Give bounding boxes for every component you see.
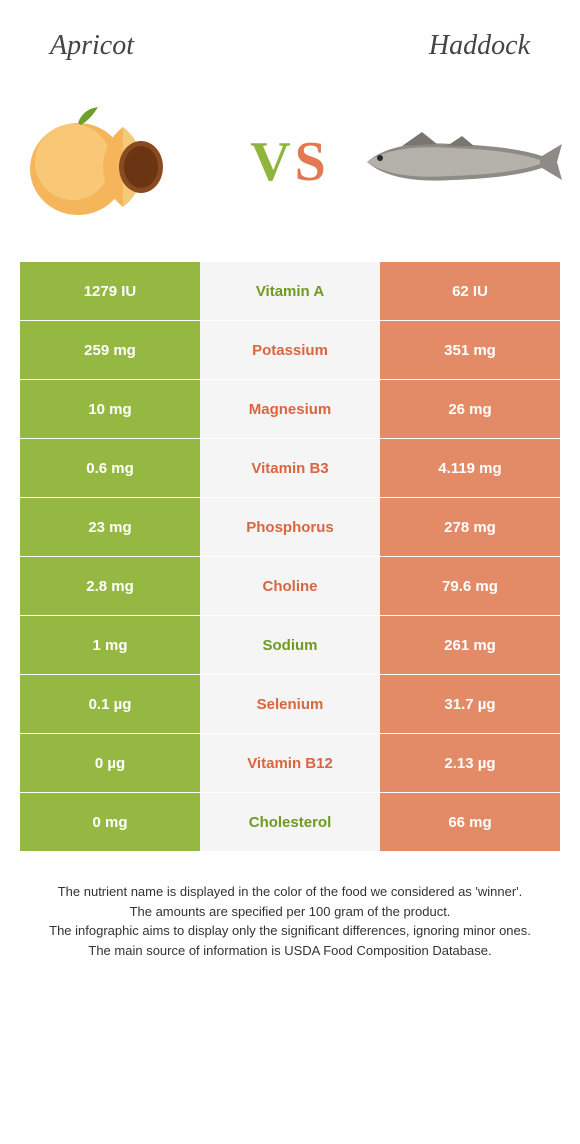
vs-v: V: [250, 131, 294, 193]
cell-right-value: 62 IU: [380, 262, 560, 320]
cell-nutrient-label: Sodium: [200, 616, 380, 674]
header: Apricot Haddock: [0, 0, 580, 82]
vs-s: S: [295, 131, 330, 193]
cell-left-value: 23 mg: [20, 498, 200, 556]
cell-right-value: 66 mg: [380, 793, 560, 851]
cell-left-value: 1 mg: [20, 616, 200, 674]
cell-nutrient-label: Magnesium: [200, 380, 380, 438]
cell-left-value: 0.1 µg: [20, 675, 200, 733]
footnote-line: The main source of information is USDA F…: [18, 941, 562, 961]
cell-left-value: 0.6 mg: [20, 439, 200, 497]
header-left-label: Apricot: [50, 30, 134, 62]
footnote-line: The amounts are specified per 100 gram o…: [18, 902, 562, 922]
table-row: 1 mgSodium261 mg: [20, 616, 560, 675]
cell-right-value: 31.7 µg: [380, 675, 560, 733]
table-row: 23 mgPhosphorus278 mg: [20, 498, 560, 557]
table-row: 2.8 mgCholine79.6 mg: [20, 557, 560, 616]
cell-nutrient-label: Cholesterol: [200, 793, 380, 851]
cell-right-value: 79.6 mg: [380, 557, 560, 615]
cell-right-value: 261 mg: [380, 616, 560, 674]
cell-right-value: 351 mg: [380, 321, 560, 379]
cell-nutrient-label: Vitamin A: [200, 262, 380, 320]
table-row: 0 µgVitamin B122.13 µg: [20, 734, 560, 793]
cell-left-value: 0 mg: [20, 793, 200, 851]
cell-nutrient-label: Potassium: [200, 321, 380, 379]
cell-right-value: 4.119 mg: [380, 439, 560, 497]
cell-nutrient-label: Vitamin B3: [200, 439, 380, 497]
table-row: 259 mgPotassium351 mg: [20, 321, 560, 380]
cell-nutrient-label: Choline: [200, 557, 380, 615]
cell-right-value: 278 mg: [380, 498, 560, 556]
table-row: 0.6 mgVitamin B34.119 mg: [20, 439, 560, 498]
cell-right-value: 26 mg: [380, 380, 560, 438]
hero: VS: [0, 82, 580, 262]
cell-left-value: 259 mg: [20, 321, 200, 379]
cell-nutrient-label: Vitamin B12: [200, 734, 380, 792]
header-right-label: Haddock: [429, 30, 530, 62]
cell-left-value: 0 µg: [20, 734, 200, 792]
footnotes: The nutrient name is displayed in the co…: [0, 852, 580, 990]
cell-left-value: 1279 IU: [20, 262, 200, 320]
apricot-image: [18, 92, 218, 232]
cell-nutrient-label: Selenium: [200, 675, 380, 733]
cell-nutrient-label: Phosphorus: [200, 498, 380, 556]
cell-right-value: 2.13 µg: [380, 734, 560, 792]
footnote-line: The nutrient name is displayed in the co…: [18, 882, 562, 902]
table-row: 10 mgMagnesium26 mg: [20, 380, 560, 439]
footnote-line: The infographic aims to display only the…: [18, 921, 562, 941]
table-row: 1279 IUVitamin A62 IU: [20, 262, 560, 321]
table-row: 0 mgCholesterol66 mg: [20, 793, 560, 852]
cell-left-value: 2.8 mg: [20, 557, 200, 615]
table-row: 0.1 µgSelenium31.7 µg: [20, 675, 560, 734]
vs-label: VS: [250, 130, 330, 194]
cell-left-value: 10 mg: [20, 380, 200, 438]
nutrient-table: 1279 IUVitamin A62 IU259 mgPotassium351 …: [20, 262, 560, 852]
haddock-image: [362, 92, 562, 232]
